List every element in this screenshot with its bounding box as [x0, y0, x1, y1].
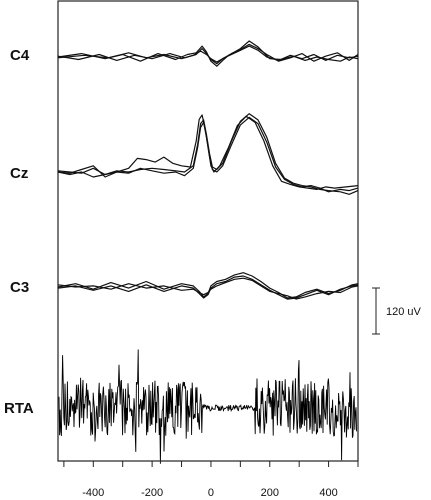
trace-cz-3: [57, 116, 359, 193]
x-tick-label: 200: [261, 487, 279, 499]
rta-emg-trace: [58, 349, 358, 464]
channel-label-cz: Cz: [10, 165, 28, 182]
channel-label-rta: RTA: [4, 400, 34, 417]
scale-bar: 120 uV: [372, 287, 422, 335]
trace-c4-1: [57, 40, 359, 67]
scale-bar-label: 120 uV: [386, 306, 422, 318]
x-tick-label: -200: [141, 487, 163, 499]
rta-emg-signal: [58, 349, 358, 464]
trace-cz-1: [57, 114, 359, 190]
x-axis: -400 -200 0 200 400: [58, 460, 359, 499]
trace-c3-1: [57, 272, 359, 299]
channel-label-c3: C3: [10, 279, 29, 296]
x-tick-label: 400: [319, 487, 337, 499]
trace-c3-3: [57, 277, 359, 300]
x-ticks: -400 -200 0 200 400: [63, 461, 359, 499]
channel-label-c4: C4: [10, 47, 30, 64]
trace-c4-3: [57, 45, 359, 63]
x-tick-label: 0: [208, 487, 214, 499]
trace-cz-2: [57, 113, 359, 195]
x-tick-label: -400: [82, 487, 104, 499]
eeg-traces: [57, 40, 359, 300]
channel-labels: C4 Cz C3 RTA: [4, 47, 34, 417]
